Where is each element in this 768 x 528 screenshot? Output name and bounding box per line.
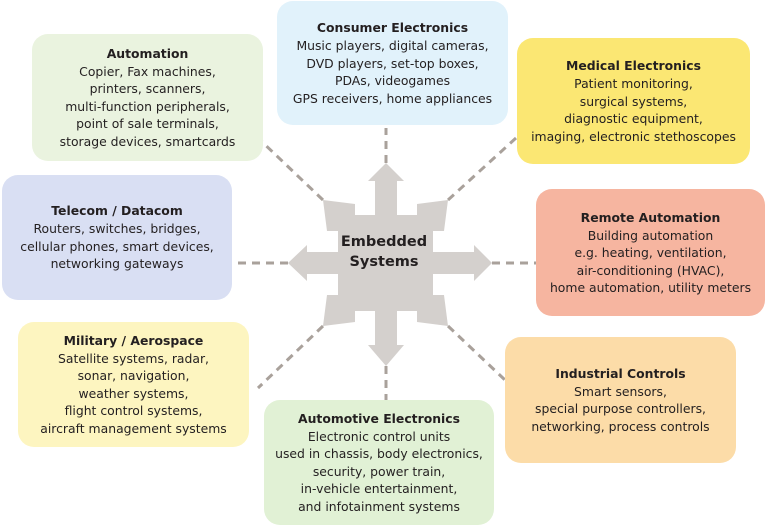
box-line: cellular phones, smart devices, bbox=[20, 238, 214, 254]
box-line: DVD players, set-top boxes, bbox=[306, 55, 479, 71]
box-line: Patient monitoring, bbox=[574, 76, 693, 91]
box-line: Copier, Fax machines, bbox=[79, 63, 216, 79]
center-label: Embedded Systems bbox=[323, 232, 445, 272]
box-line: Music players, digital cameras, bbox=[296, 38, 489, 53]
box-line: networking gateways bbox=[50, 256, 184, 272]
box-title: Consumer Electronics bbox=[316, 20, 469, 35]
box-line: PDAs, videogames bbox=[334, 73, 451, 88]
box-line: surgical systems, bbox=[579, 93, 688, 109]
box-title: Automation bbox=[106, 45, 189, 61]
box-title: Industrial Controls bbox=[555, 365, 686, 381]
box-automation: Automation Copier, Fax machines, printer… bbox=[32, 34, 263, 161]
box-line: point of sale terminals, bbox=[76, 116, 219, 132]
box-line: flight control systems, bbox=[64, 403, 203, 419]
connector-automation bbox=[256, 136, 325, 202]
connector-industrial bbox=[446, 324, 507, 382]
connector-military bbox=[256, 324, 325, 390]
box-telecom-datacom: Telecom / Datacom Routers, switches, bri… bbox=[2, 175, 232, 300]
box-medical-electronics: Medical Electronics Patient monitoring, … bbox=[517, 38, 750, 164]
box-line: air-conditioning (HVAC), bbox=[576, 262, 725, 278]
box-line: networking, process controls bbox=[531, 418, 710, 434]
box-line: and infotainment systems bbox=[298, 498, 460, 514]
box-automotive-electronics: Automotive Electronics Electronic contro… bbox=[264, 400, 494, 525]
box-line: diagnostic equipment, bbox=[564, 111, 703, 126]
box-remote-automation: Remote Automation Building automation e.… bbox=[536, 189, 765, 316]
box-line: aircraft management systems bbox=[40, 420, 227, 436]
box-line: security, power train, bbox=[312, 463, 446, 479]
box-title: Automotive Electronics bbox=[297, 410, 461, 426]
connectors bbox=[234, 128, 536, 400]
box-line: Building automation bbox=[587, 227, 714, 243]
center-label-line1: Embedded bbox=[340, 234, 428, 250]
box-title: Medical Electronics bbox=[566, 58, 701, 73]
box-title: Remote Automation bbox=[580, 209, 721, 225]
center-label-line2: Systems bbox=[349, 254, 419, 270]
box-line: e.g. heating, ventilation, bbox=[574, 245, 727, 260]
box-line: Satellite systems, radar, bbox=[58, 350, 209, 366]
box-line: imaging, electronic stethoscopes bbox=[531, 128, 736, 144]
box-title: Telecom / Datacom bbox=[51, 203, 183, 219]
box-military-aerospace: Military / Aerospace Satellite systems, … bbox=[18, 322, 249, 447]
box-consumer-electronics: Consumer Electronics Music players, digi… bbox=[277, 1, 508, 125]
box-line: used in chassis, body electronics, bbox=[275, 446, 483, 462]
box-line: home automation, utility meters bbox=[549, 280, 752, 295]
box-line: GPS receivers, home appliances bbox=[292, 90, 493, 106]
box-industrial-controls: Industrial Controls Smart sensors, speci… bbox=[505, 337, 736, 463]
box-line: multi-function peripherals, bbox=[65, 98, 230, 114]
box-line: in-vehicle entertainment, bbox=[300, 481, 458, 497]
connector-medical bbox=[446, 136, 518, 202]
box-line: Electronic control units bbox=[307, 428, 451, 444]
box-line: Routers, switches, bridges, bbox=[33, 221, 201, 237]
box-line: storage devices, smartcards bbox=[59, 133, 236, 149]
box-line: sonar, navigation, bbox=[77, 368, 190, 384]
box-title: Military / Aerospace bbox=[63, 332, 204, 348]
box-line: printers, scanners, bbox=[89, 81, 206, 97]
box-line: special purpose controllers, bbox=[535, 401, 706, 417]
box-line: Smart sensors, bbox=[574, 383, 667, 399]
box-line: weather systems, bbox=[78, 385, 189, 401]
center-star-shape bbox=[288, 163, 492, 366]
